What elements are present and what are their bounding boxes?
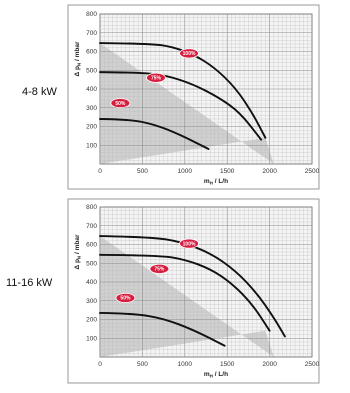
series-badge-50pct: [115, 292, 136, 303]
grid: [99, 13, 313, 165]
y-tick-label: 800: [86, 11, 97, 18]
series-badge-label: 50%: [120, 296, 131, 302]
y-tick-label: 100: [86, 335, 97, 342]
x-tick-label: 1500: [220, 168, 235, 175]
x-tick-label: 500: [137, 168, 148, 175]
x-tick-label: 2000: [262, 361, 277, 368]
x-tick-label: 1000: [178, 361, 193, 368]
series-line-100pct: [99, 235, 286, 338]
x-axis-title: mH / L/h: [204, 178, 228, 186]
y-tick-label: 600: [86, 49, 97, 56]
series-line-50pct: [99, 311, 226, 347]
series-badge-label: 100%: [183, 51, 196, 57]
chart-2: 0 500 1000 1500 2000 2500 100 200 300 400 500 600 70…: [67, 198, 320, 384]
grid: [99, 206, 313, 358]
x-tick-label: 1500: [220, 361, 235, 368]
y-tick-label: 500: [86, 260, 97, 267]
x-tick-label: 2500: [305, 361, 320, 368]
x-tick-label: 2500: [305, 168, 320, 175]
y-tick-label: 600: [86, 242, 97, 249]
panel-label-4-8kw: 4-8 kW: [22, 86, 57, 98]
series-badge-50pct: [110, 98, 131, 109]
series-line-100pct: [99, 42, 267, 139]
y-axis-title: Δ pN / mbar: [74, 41, 82, 76]
y-tick-label: 300: [86, 105, 97, 112]
series-badge-75pct: [149, 263, 170, 274]
series-line-75pct: [99, 253, 271, 332]
y-tick-label: 500: [86, 67, 97, 74]
shaded-region: [100, 236, 274, 357]
series-line-50pct: [99, 118, 210, 150]
y-tick-label: 300: [86, 298, 97, 305]
chart-1: 0 500 1000 1500 2000 2500 100 200 300 400 500 600 70…: [67, 4, 320, 190]
x-tick-label: 500: [137, 361, 148, 368]
series-badge-label: 75%: [151, 75, 162, 81]
y-axis-title: Δ pN / mbar: [74, 234, 82, 269]
y-tick-label: 200: [86, 317, 97, 324]
x-tick-label: 2000: [262, 168, 277, 175]
series-badge-100pct: [179, 238, 199, 249]
panel-label-11-16kw: 11-16 kW: [6, 277, 53, 289]
x-tick-label: 1000: [178, 168, 193, 175]
x-axis-title: mH / L/h: [204, 371, 228, 379]
series-badge-100pct: [179, 48, 199, 59]
y-tick-label: 700: [86, 223, 97, 230]
y-tick-label: 800: [86, 204, 97, 211]
y-tick-label: 400: [86, 86, 97, 93]
x-tick-label: 0: [98, 168, 102, 175]
y-tick-label: 200: [86, 124, 97, 131]
y-tick-label: 100: [86, 142, 97, 149]
y-tick-label: 700: [86, 30, 97, 37]
series-badge-label: 75%: [154, 267, 165, 273]
series-badge-label: 50%: [115, 101, 126, 107]
y-tick-label: 400: [86, 279, 97, 286]
series-badge-75pct: [146, 72, 166, 83]
x-tick-label: 0: [98, 361, 102, 368]
series-badge-label: 100%: [183, 241, 196, 247]
